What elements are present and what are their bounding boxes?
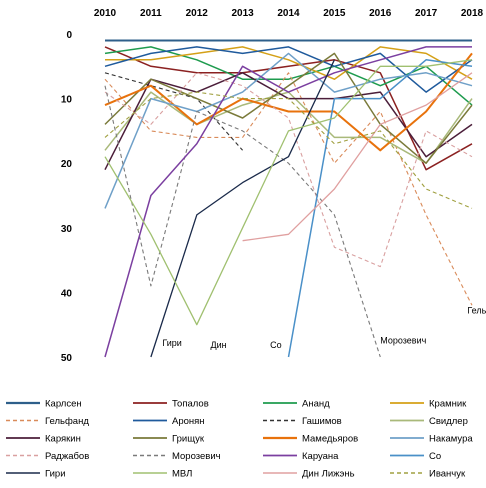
series-line <box>104 46 473 93</box>
series-line <box>104 46 472 358</box>
series-line <box>104 85 381 358</box>
legend-item: Топалов <box>133 399 209 410</box>
x-tick-label: 2010 <box>94 8 117 19</box>
legend-label: Накамура <box>429 434 473 445</box>
series-line <box>104 46 473 106</box>
annotation-label: Со <box>270 340 282 350</box>
legend-label: МВЛ <box>172 469 192 480</box>
legend-item: Крамник <box>390 399 467 410</box>
y-tick-label: 40 <box>61 288 73 299</box>
y-tick-label: 50 <box>61 353 73 364</box>
annotation-label: Дин <box>211 340 227 350</box>
legend-label: Ананд <box>302 399 330 410</box>
legend-item: Гельфанд <box>6 416 89 427</box>
x-tick-label: 2016 <box>369 8 392 19</box>
legend-label: Иванчук <box>429 469 466 480</box>
x-tick-label: 2017 <box>415 8 438 19</box>
x-tick-label: 2014 <box>277 8 300 19</box>
annotation-label: Гири <box>162 338 181 348</box>
chart-annotations: Гири Дин Со Морозевич Гельфанд <box>162 306 486 350</box>
series-line <box>104 91 473 209</box>
legend-item: Иванчук <box>390 469 466 480</box>
legend-item: Мамедьяров <box>263 434 358 445</box>
legend-label: Мамедьяров <box>302 434 358 445</box>
legend-label: Раджабов <box>45 451 89 462</box>
series-line <box>104 52 473 164</box>
legend-label: Гельфанд <box>45 416 89 427</box>
series-line <box>104 72 473 306</box>
x-axis-ticks: 2010 2011 2012 2013 2014 2015 2016 2017 2018 <box>94 8 484 19</box>
legend-label: Карлсен <box>45 399 82 410</box>
series-line <box>104 52 473 209</box>
series-line <box>104 59 473 326</box>
legend-label: Топалов <box>172 399 209 410</box>
x-tick-label: 2011 <box>140 8 162 19</box>
annotation-label: Гельфанд <box>467 306 486 316</box>
legend-item: Гири <box>6 469 66 480</box>
legend-label: Грищук <box>172 434 205 445</box>
legend-item: МВЛ <box>133 469 192 480</box>
legend-item: Грищук <box>133 434 205 445</box>
legend-item: Свидлер <box>390 416 468 427</box>
series-line <box>104 72 473 268</box>
legend-item: Ананд <box>263 399 330 410</box>
legend-item: Карлсен <box>6 399 82 410</box>
legend-label: Со <box>429 451 441 462</box>
annotation-label: Морозевич <box>380 335 426 345</box>
series-line <box>242 72 473 242</box>
legend-item: Со <box>390 451 441 462</box>
legend-item: Дин Лижэнь <box>263 469 355 480</box>
legend: Карлсен Топалов Ананд Крамник Гельфанд Аронян… <box>6 399 473 480</box>
y-tick-label: 10 <box>61 95 73 106</box>
legend-label: Свидлер <box>429 416 468 427</box>
legend-item: Каруана <box>263 451 339 462</box>
series-line <box>104 72 244 151</box>
x-tick-label: 2013 <box>232 8 255 19</box>
x-tick-label: 2015 <box>323 8 346 19</box>
legend-label: Дин Лижэнь <box>302 469 355 480</box>
y-axis-ticks: 0 10 20 30 40 50 <box>61 30 73 364</box>
legend-label: Крамник <box>429 399 467 410</box>
legend-label: Гири <box>45 469 66 480</box>
legend-item: Раджабов <box>6 451 89 462</box>
series-line <box>104 46 473 171</box>
series-line <box>104 52 473 152</box>
y-tick-label: 30 <box>61 224 73 235</box>
legend-item: Карякин <box>6 434 81 445</box>
series-line <box>287 59 473 358</box>
legend-label: Гашимов <box>302 416 342 427</box>
legend-label: Карякин <box>45 434 81 445</box>
series-lines <box>104 39 473 358</box>
legend-item: Аронян <box>133 416 205 427</box>
x-tick-label: 2012 <box>186 8 209 19</box>
legend-item: Накамура <box>390 434 473 445</box>
y-tick-label: 20 <box>61 159 73 170</box>
series-line <box>104 91 473 164</box>
y-tick-label: 0 <box>66 30 72 41</box>
legend-label: Аронян <box>172 416 205 427</box>
legend-item: Гашимов <box>263 416 342 427</box>
legend-item: Морозевич <box>133 451 221 462</box>
series-line <box>150 59 335 358</box>
x-tick-label: 2018 <box>461 8 484 19</box>
legend-label: Каруана <box>302 451 339 462</box>
legend-label: Морозевич <box>172 451 221 462</box>
